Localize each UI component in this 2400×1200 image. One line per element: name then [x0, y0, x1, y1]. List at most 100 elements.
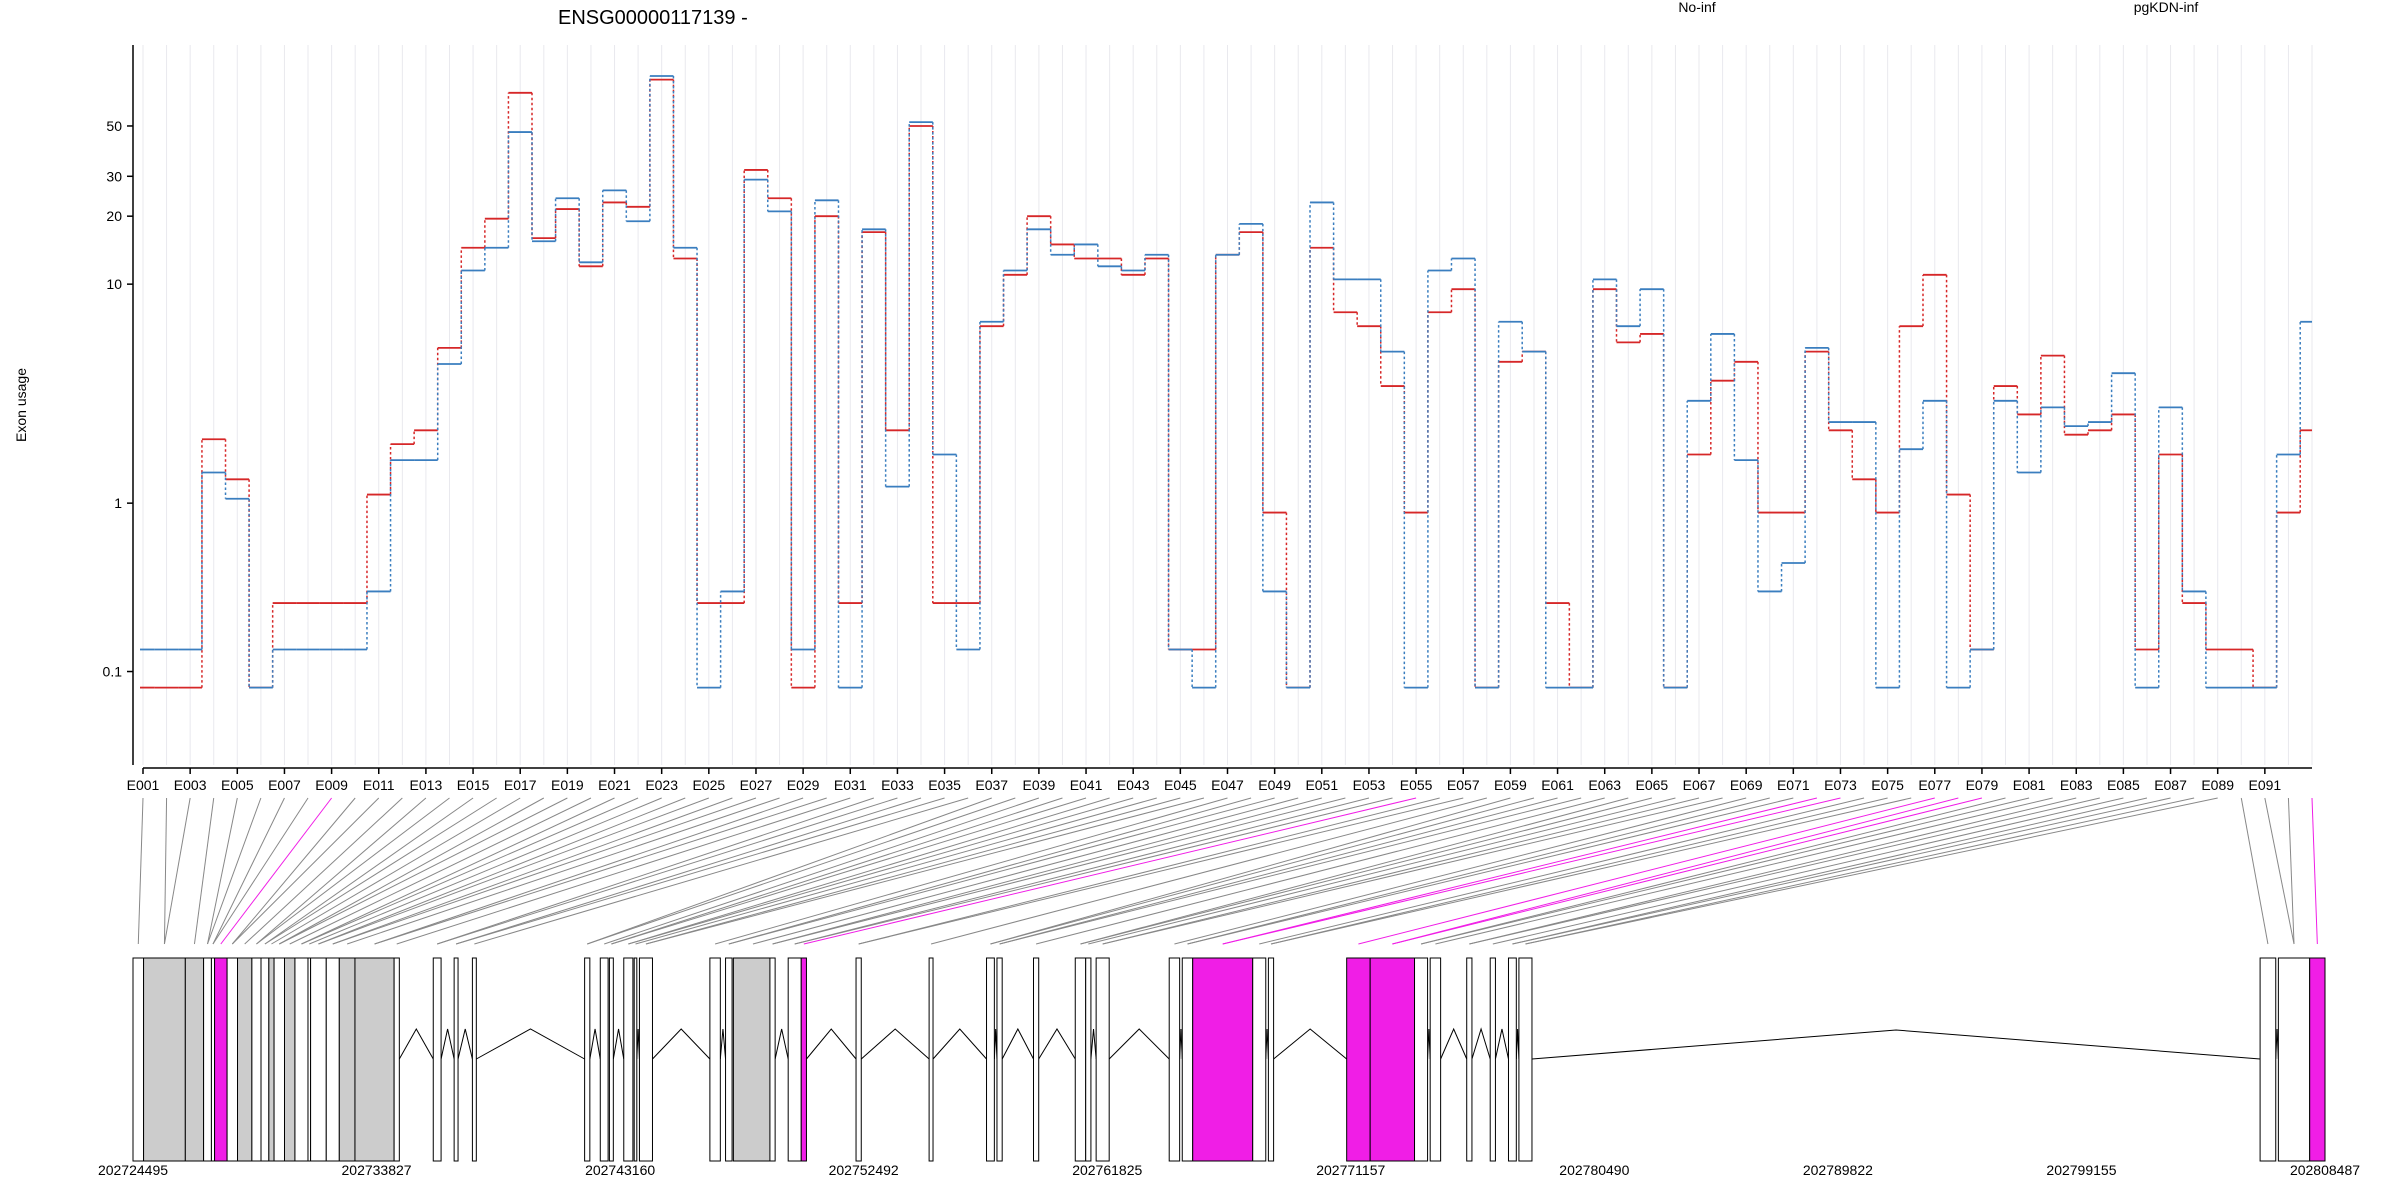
intron	[457, 1028, 473, 1060]
connector-line	[271, 797, 521, 945]
connector-line	[999, 797, 1582, 945]
vertical-gridlines	[142, 45, 2313, 765]
exon-box	[214, 957, 228, 1162]
genome-tick-label: 202724495	[98, 1162, 168, 1178]
connector-line	[1080, 797, 1629, 945]
exon-box	[1518, 957, 1533, 1162]
exon-box	[2309, 957, 2326, 1162]
connector-line	[645, 797, 1205, 945]
connector-line	[628, 797, 1110, 945]
exon-box	[1252, 957, 1267, 1162]
genome-tick-label: 202761825	[1072, 1162, 1142, 1178]
intron	[589, 1028, 601, 1060]
connector-line	[256, 797, 450, 945]
exon-box	[599, 957, 609, 1162]
exon-box	[2277, 957, 2311, 1162]
intron	[1090, 1028, 1097, 1060]
intron	[932, 1028, 987, 1060]
y-tick-label: 20	[106, 208, 122, 224]
intron	[1494, 1028, 1509, 1060]
introns	[398, 1027, 2279, 1060]
x-tick-label: E091	[2248, 777, 2281, 793]
x-tick-label: E089	[2201, 777, 2234, 793]
connector-line	[635, 797, 1157, 945]
exon-box	[1489, 957, 1496, 1162]
connector-line	[1222, 797, 1841, 945]
exon-box	[1369, 957, 1416, 1162]
x-tick-label: E035	[928, 777, 961, 793]
connector-line	[1187, 797, 1794, 945]
exon-box	[432, 957, 442, 1162]
connector-line	[803, 797, 1417, 945]
exon-box	[226, 957, 239, 1162]
exon-box	[283, 957, 296, 1162]
x-tick-label: E053	[1353, 777, 1386, 793]
connector-line	[1435, 797, 2053, 945]
y-tick-label: 0.1	[103, 664, 123, 680]
intron	[398, 1027, 434, 1060]
genome-tick-label: 202808487	[2290, 1162, 2360, 1178]
connector-line	[2287, 797, 2295, 945]
exon-box	[584, 957, 591, 1162]
x-tick-label: E061	[1541, 777, 1574, 793]
y-axis: 0.1 1 10 20 30 50	[103, 45, 134, 765]
gene-model	[132, 957, 2326, 1162]
connector-line	[437, 797, 898, 945]
connector-line	[396, 797, 851, 945]
intron	[652, 1028, 711, 1060]
connector-line	[1358, 797, 1935, 945]
exon-box	[986, 957, 995, 1162]
exon-box	[638, 957, 653, 1162]
exon-box	[260, 957, 270, 1162]
x-tick-label: E003	[174, 777, 207, 793]
x-tick-label: E021	[598, 777, 631, 793]
connector-line	[1492, 797, 2124, 945]
intron	[1440, 1027, 1468, 1060]
connector-line	[244, 797, 403, 945]
exon-box	[453, 957, 459, 1162]
intron	[476, 1028, 585, 1060]
legend-no-inf: No-inf	[1678, 0, 1715, 15]
exon-box	[928, 957, 934, 1162]
intron	[774, 1028, 789, 1060]
intron	[1531, 1029, 2261, 1060]
connector-line	[858, 797, 1464, 945]
exon-box	[184, 957, 205, 1162]
connector-line	[474, 797, 969, 945]
connector-line	[645, 797, 1181, 945]
x-tick-label: E031	[834, 777, 867, 793]
y-axis-label: Exon usage	[13, 368, 29, 442]
intron	[1108, 1028, 1170, 1060]
connector-line	[455, 797, 922, 945]
x-tick-label: E069	[1730, 777, 1763, 793]
connector-line	[1392, 797, 1959, 945]
exon-box	[709, 957, 721, 1162]
x-tick-label: E075	[1871, 777, 1904, 793]
connector-line	[772, 797, 1346, 945]
connector-line	[1035, 797, 1605, 945]
connector-line	[714, 797, 1228, 945]
exon-box	[237, 957, 253, 1162]
exon-box	[1192, 957, 1254, 1162]
connector-line	[212, 797, 309, 945]
connector-line	[611, 797, 1087, 945]
connector-line	[1469, 797, 2077, 945]
exon-box	[787, 957, 802, 1162]
exon-box	[1466, 957, 1473, 1162]
x-tick-label: E017	[504, 777, 537, 793]
connector-line	[794, 797, 1393, 945]
x-tick-label: E085	[2107, 777, 2140, 793]
connector-line	[1102, 797, 1723, 945]
intron	[1001, 1027, 1034, 1060]
connector-line	[752, 797, 1299, 945]
x-tick-label: E045	[1164, 777, 1197, 793]
genome-tick-label: 202780490	[1559, 1162, 1629, 1178]
intron	[1471, 1027, 1491, 1060]
x-tick-label: E077	[1918, 777, 1951, 793]
connector-line	[207, 797, 262, 945]
legend-pgkdn-inf: pgKDN-inf	[2134, 0, 2199, 15]
y-tick-label: 1	[114, 495, 122, 511]
genome-tick-label: 202743160	[585, 1162, 655, 1178]
connector-line	[231, 797, 380, 945]
exon-box	[996, 957, 1003, 1162]
